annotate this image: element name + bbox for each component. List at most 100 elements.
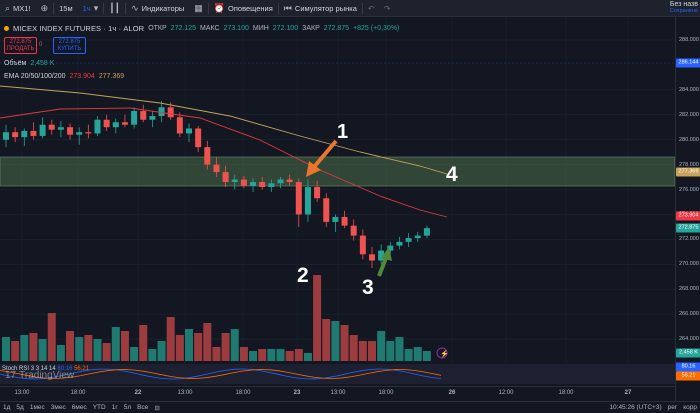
buy-price: 272.875 xyxy=(58,39,81,45)
volume-bar xyxy=(75,337,84,361)
auto-scale-toggle[interactable]: корр xyxy=(683,404,697,411)
range-3m[interactable]: 3мес xyxy=(50,404,66,411)
divider xyxy=(277,2,279,14)
candle-body xyxy=(323,198,330,222)
indicators-button[interactable]: ∿ Индикаторы xyxy=(126,0,189,17)
stoch-rsi-legend[interactable]: Stoch RSI 3 3 14 14 80,16 56,21 xyxy=(2,366,89,372)
candle-body xyxy=(131,111,138,125)
price-tick: 282.000 xyxy=(679,111,699,118)
candle-body xyxy=(222,172,229,183)
volume-bar xyxy=(285,351,294,361)
volume-bar xyxy=(148,349,157,361)
divider xyxy=(361,2,363,14)
interval-1h[interactable]: 1ч ▾ xyxy=(78,0,104,17)
candle-body xyxy=(48,124,55,130)
layout-saved-status: Сохранено xyxy=(669,8,698,14)
last-price-tag: 272.875 xyxy=(676,223,700,233)
candle-body xyxy=(39,124,46,136)
sell-button[interactable]: 272.875 ПРОДАТЬ xyxy=(4,37,37,54)
candles-icon: ┃┃ xyxy=(109,2,121,13)
change-value: +825 (+0,30%) xyxy=(353,25,400,32)
date-range-icon[interactable]: ⊟ xyxy=(154,404,160,412)
candle-body xyxy=(414,235,421,239)
bottom-bar: 1д 5д 1мес 3мес 6мес YTD 1г 5л Все ⊟ 10:… xyxy=(0,401,700,413)
chart-legend: MICEX INDEX FUTURES · 1ч · ALOR ОТКР 272… xyxy=(4,24,399,33)
log-scale-toggle[interactable]: рег xyxy=(667,404,678,411)
buy-button[interactable]: 272.875 КУПИТЬ xyxy=(53,37,86,54)
candle-body xyxy=(378,250,385,261)
candle-body xyxy=(423,228,430,236)
range-5d[interactable]: 5д xyxy=(16,404,24,411)
volume-bar xyxy=(368,341,376,361)
annotation-4: 4 xyxy=(446,163,458,186)
undo-button[interactable]: ↶ xyxy=(363,0,379,17)
market-status-icon xyxy=(4,26,9,31)
redo-button[interactable]: ↷ xyxy=(379,0,395,17)
chevron-down-icon: ▾ xyxy=(93,2,99,13)
ema-legend[interactable]: EMA 20/50/100/200 273.904 277.369 xyxy=(4,73,124,80)
candle-body xyxy=(195,128,202,148)
stoch-d-line xyxy=(0,369,442,379)
divider xyxy=(125,2,127,14)
candle-style-button[interactable]: ┃┃ xyxy=(104,0,125,17)
sell-price: 272.875 xyxy=(9,39,32,45)
candle-body xyxy=(396,241,403,246)
symbol-search[interactable]: ⌕ MX1! xyxy=(0,0,36,17)
volume-bar xyxy=(386,341,395,361)
clock[interactable]: 10:45:26 (UTC+3) xyxy=(609,404,662,411)
price-chart[interactable]: 1 2 3 4 ⚡ xyxy=(0,0,675,386)
plus-icon: ⊕ xyxy=(40,2,49,13)
range-all[interactable]: Все xyxy=(137,404,149,411)
volume-legend[interactable]: Объём 2,458 K xyxy=(4,60,54,67)
interval-1h-label: 1ч xyxy=(82,3,91,13)
spread-value: 0 xyxy=(39,42,43,48)
buy-label: КУПИТЬ xyxy=(57,46,82,52)
price-tick: 288.000 xyxy=(679,37,699,43)
range-1d[interactable]: 1д xyxy=(3,404,11,411)
annotation-3: 3 xyxy=(362,276,374,299)
arrow-3-green xyxy=(377,247,392,277)
range-5y[interactable]: 5л xyxy=(123,404,132,411)
interval-15m[interactable]: 15м xyxy=(54,0,78,17)
volume-bar xyxy=(157,341,166,361)
ema-label: EMA 20/50/100/200 xyxy=(4,73,66,80)
time-axis[interactable]: 13:00 18:00 22 13:00 18:00 23 13:00 18:00 26 12:0… xyxy=(0,386,675,400)
volume-tag: 2,458 K xyxy=(676,348,700,358)
volume-bar xyxy=(258,349,267,361)
volume-bar xyxy=(422,351,431,361)
volume-bar xyxy=(111,327,120,361)
volume-bar xyxy=(404,349,413,361)
volume-bar xyxy=(102,343,111,361)
stoch-params: 3 3 14 14 xyxy=(30,366,56,372)
alerts-label: Оповещения xyxy=(228,3,273,13)
volume-bar xyxy=(185,329,193,361)
candle-body xyxy=(268,183,275,188)
price-axis[interactable]: 288.000 284.000 282.000 280.000 278.000 276.0… xyxy=(675,17,700,401)
range-6m[interactable]: 6мес xyxy=(71,404,87,411)
candle-body xyxy=(341,216,348,226)
price-tick: 264.000 xyxy=(679,336,699,343)
volume-bar xyxy=(20,335,29,361)
layout-button[interactable]: ▦ xyxy=(189,0,208,17)
chart-grid xyxy=(0,17,675,386)
range-1y[interactable]: 1г xyxy=(111,404,118,411)
symbol-label: MX1! xyxy=(13,3,31,13)
indicators-icon: ∿ xyxy=(131,2,139,13)
volume-bar xyxy=(239,347,248,361)
volume-bar xyxy=(47,313,56,361)
add-symbol-button[interactable]: ⊕ xyxy=(36,0,54,17)
price-tick: 284.000 xyxy=(679,86,699,93)
volume-bar xyxy=(175,335,184,361)
price-tick: 276.000 xyxy=(679,186,699,193)
time-tick: 23 xyxy=(293,390,301,396)
candle-body xyxy=(21,130,28,138)
range-1m[interactable]: 1мес xyxy=(29,404,45,411)
replay-label: Симулятор рынка xyxy=(294,3,357,13)
range-ytd[interactable]: YTD xyxy=(92,404,106,411)
alerts-button[interactable]: ⏰ Оповещения xyxy=(209,0,278,17)
layout-name[interactable]: Без назв Сохранено xyxy=(670,1,698,15)
volume-bar xyxy=(93,339,102,361)
replay-button[interactable]: ⏮ Симулятор рынка xyxy=(279,0,362,17)
time-tick: 26 xyxy=(448,390,456,396)
ema-200-value: 277.369 xyxy=(98,73,125,80)
